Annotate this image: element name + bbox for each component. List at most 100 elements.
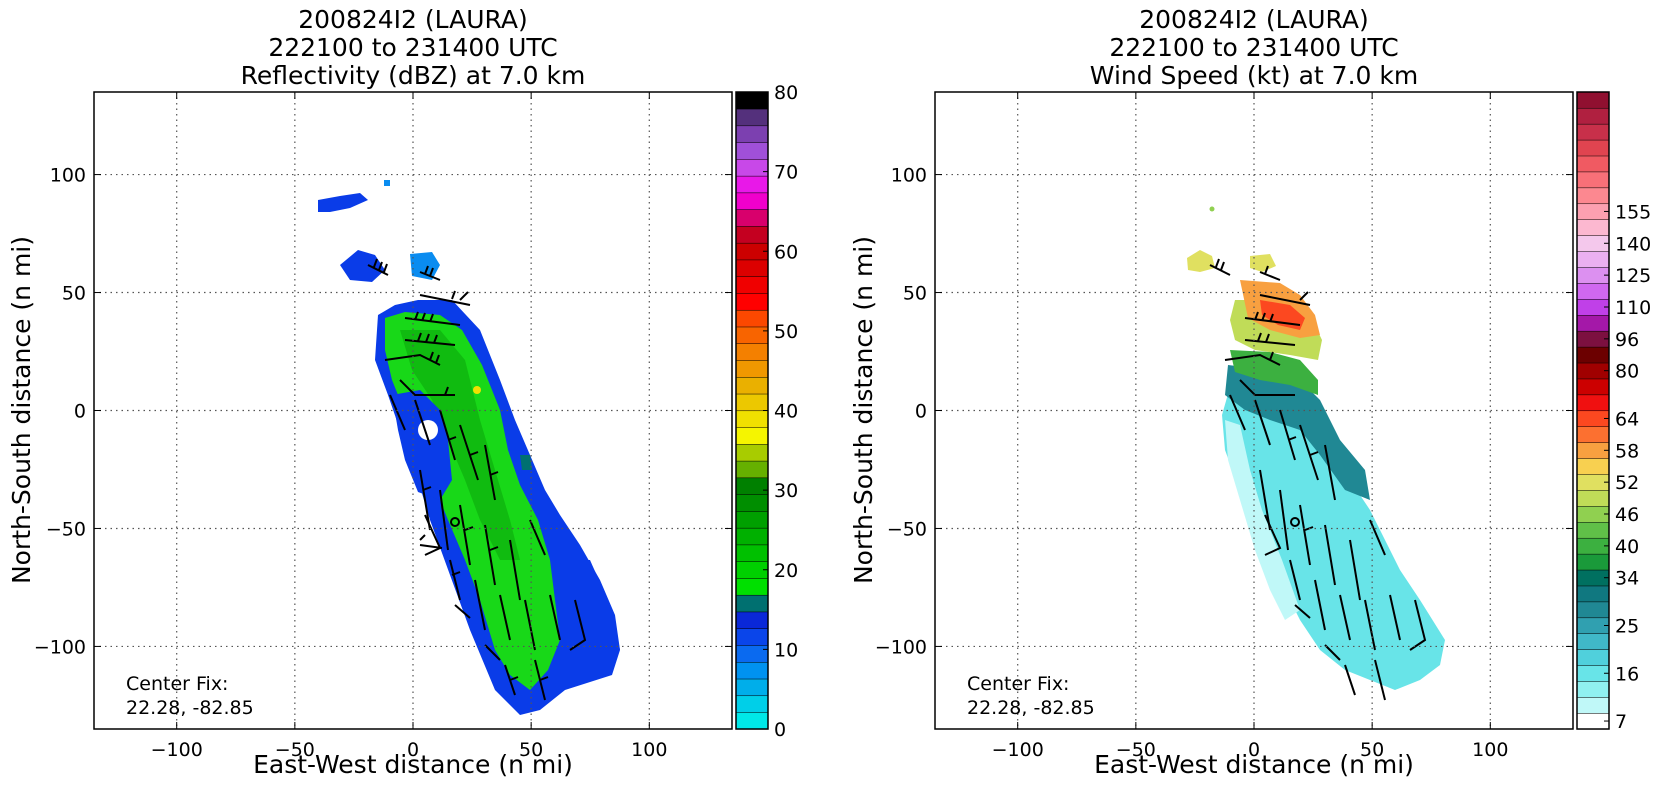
y-tick-label: 50 [62,283,86,305]
reflectivity-north-cell-3 [318,193,368,212]
x-tick-label: −50 [1116,739,1156,761]
wind-barb [529,519,546,556]
colorbar-segment [1576,107,1610,125]
colorbar-segment [1576,601,1610,619]
wind-field-red [1260,300,1305,330]
x-axis-label: East-West distance (n mi) [253,750,573,779]
colorbar-segment [1576,680,1610,698]
colorbar-tick-label: 140 [1615,233,1651,255]
colorbar-segment [735,309,769,328]
reflectivity-blue-patch [392,390,452,500]
wind-field-teal [1225,365,1370,500]
wind-barb [1264,514,1282,556]
wind-barb [404,311,461,326]
x-axis-label: East-West distance (n mi) [1094,750,1414,779]
wind-barb [1324,644,1341,661]
wind-barb [1239,379,1295,396]
colorbar-tick-label: 10 [774,639,798,661]
wind-barb [439,489,449,551]
title-line-3: Wind Speed (kt) at 7.0 km [1090,61,1418,90]
center-fix-label: Center Fix: [126,673,228,695]
colorbar-tick-label: 50 [774,321,798,343]
colorbar-segment [1576,394,1610,412]
colorbar-tick-label: 46 [1615,504,1639,526]
wind-barb [524,599,536,651]
wind-barb [1364,599,1376,651]
colorbar-segment [1576,378,1610,396]
title-line-2: 222100 to 231400 UTC [1109,33,1398,62]
wind-barb [484,524,499,586]
wind-barb [419,265,441,281]
colorbar-segment [1576,91,1610,109]
colorbar-segment [735,661,769,680]
wind-barb [1279,409,1297,461]
wind-barb [509,539,521,601]
wind-barb [1279,489,1289,551]
wind-speed-panel: 200824I2 (LAURA) 222100 to 231400 UTC Wi… [849,5,1651,779]
wind-barb [1289,559,1301,601]
y-tick-label: 100 [891,165,927,187]
wind-barb [419,534,443,549]
colorbar-tick-label: 96 [1615,329,1639,351]
colorbar-segment [735,276,769,294]
wind-barb [1314,579,1326,631]
colorbar-segment [735,343,769,361]
colorbar-tick-label: 58 [1615,440,1639,462]
wind-barb [389,394,406,431]
wind-barb [1259,265,1281,281]
axis-ticks: −100 −50 0 50 100 −100 −50 0 50 100 [875,92,1573,761]
title-line-3: Reflectivity (dBZ) at 7.0 km [241,61,586,90]
wind-barb [1374,659,1386,701]
wind-barb [1254,399,1271,446]
reflectivity-panel: 200824I2 (LAURA) 222100 to 231400 UTC Re… [7,5,798,779]
colorbar-segment [735,192,769,210]
colorbar-segment [735,628,769,646]
wind-speed-colorbar: 7 16 25 34 40 46 52 58 64 80 96 110 125 140 155 [1576,91,1651,733]
colorbar-segment [1576,219,1610,236]
wind-barb [1259,291,1311,306]
y-tick-label: 0 [915,401,927,423]
y-tick-label: −100 [875,636,927,658]
title-line-1: 200824I2 (LAURA) [1139,5,1369,34]
colorbar-segment [1576,633,1610,650]
wind-barb [484,644,501,661]
colorbar-segment [735,594,769,613]
colorbar-tick-label: 80 [1615,361,1639,383]
wind-barb [569,599,587,651]
gridlines [935,92,1573,729]
wind-barb [1339,594,1351,641]
axis-ticks: −100 −50 0 50 100 −100 −50 0 50 100 [34,92,732,761]
colorbar-segment [735,359,769,378]
colorbar-segment [735,91,769,110]
colorbar-tick-label: 80 [774,82,798,104]
colorbar-segment [735,427,769,445]
y-axis-label: North-South distance (n mi) [849,236,878,584]
colorbar-segment [735,142,769,160]
reflectivity-north-cell-2 [410,252,440,280]
reflectivity-north-cell-1 [340,250,385,282]
colorbar-segment [735,158,769,177]
wind-field-north-cell-2 [1250,254,1276,272]
colorbar-segment [735,443,769,462]
x-tick-label: 0 [407,739,419,761]
colorbar-segment [1576,187,1610,205]
x-tick-label: 100 [631,739,667,761]
wind-barb [1244,332,1296,346]
wind-speed-field [1187,206,1445,690]
wind-barb [384,351,441,366]
colorbar-segment [1576,649,1610,666]
colorbar-segment [735,644,769,663]
reflectivity-yellow-spot [473,386,481,394]
reflectivity-speck [384,180,390,186]
wind-barb [1244,311,1301,326]
colorbar-tick-label: 40 [774,401,798,423]
colorbar-segment [1576,251,1610,268]
colorbar-segment [735,292,769,311]
wind-barb [459,424,479,481]
colorbar-tick-label: 70 [774,162,798,184]
wind-field-green [1230,350,1318,395]
colorbar-segment [735,225,769,244]
reflectivity-fringe-east [560,560,620,660]
wind-barb [1324,444,1336,501]
